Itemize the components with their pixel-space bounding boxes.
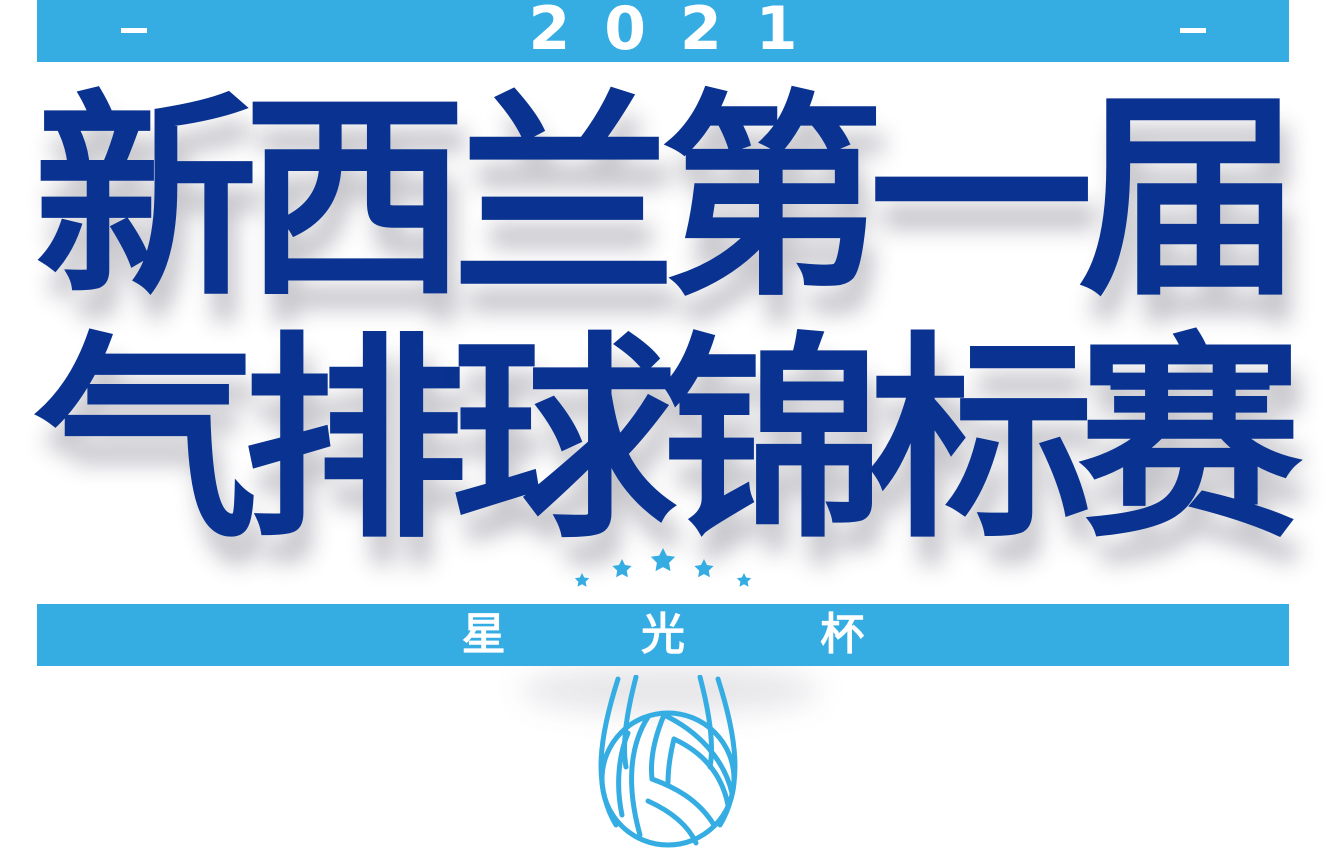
volleyball-icon: [598, 675, 738, 848]
star-icon: [612, 559, 632, 578]
star-icon: [650, 548, 676, 572]
band-shadow: [520, 665, 820, 715]
bottom-banner: 星 光 杯: [37, 604, 1289, 666]
title-char: 新: [33, 73, 259, 326]
title-char: 第: [660, 73, 885, 326]
title-char: 球: [451, 315, 677, 568]
right-dash: [1180, 28, 1206, 33]
title-char: 锦: [660, 315, 885, 568]
top-banner: 2021: [37, 0, 1289, 64]
star-icon: [574, 573, 590, 587]
year-label: 2021: [528, 0, 832, 64]
title-char: 标: [869, 315, 1094, 568]
title-line-2: 气 排 球 锦 标 赛: [33, 315, 1303, 568]
star-arc: [574, 548, 752, 587]
left-dash: [121, 28, 147, 33]
title-char: 西: [242, 73, 468, 326]
title-char: 兰: [451, 73, 677, 326]
star-icon: [694, 559, 714, 578]
title-line-1: 新 西 兰 第 一 届: [33, 73, 1303, 326]
star-icon: [736, 573, 752, 587]
title-char: 排: [242, 315, 468, 568]
title-char: 一: [869, 73, 1094, 326]
cup-name: 星 光 杯: [461, 609, 925, 660]
title-char: 届: [1077, 73, 1303, 326]
title-char: 赛: [1077, 315, 1303, 568]
title-char: 气: [33, 315, 259, 568]
